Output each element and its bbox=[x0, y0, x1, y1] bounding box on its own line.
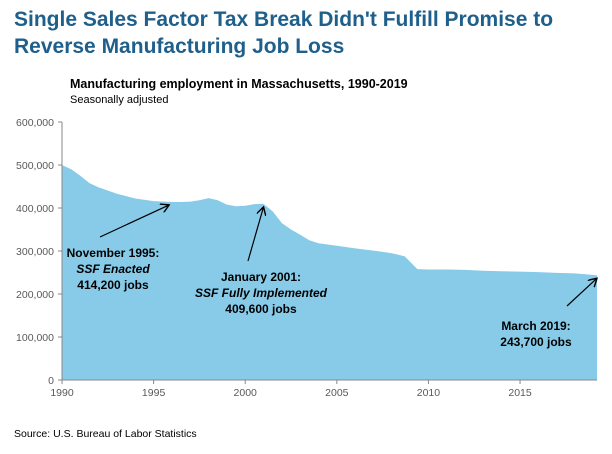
y-tick-label: 500,000 bbox=[16, 160, 54, 172]
annotation-label: 243,700 jobs bbox=[500, 335, 572, 349]
annotation-arrow bbox=[99, 205, 169, 238]
chart-subtitle: Seasonally adjusted bbox=[70, 94, 169, 106]
source-note: Source: U.S. Bureau of Labor Statistics bbox=[14, 428, 197, 440]
x-tick-label: 2010 bbox=[417, 387, 441, 399]
annotation-label: 414,200 jobs bbox=[77, 278, 149, 292]
x-tick-label: 2015 bbox=[508, 387, 532, 399]
annotation-arrow bbox=[566, 278, 597, 307]
annotation-arrow bbox=[247, 207, 264, 262]
annotation-label: SSF Enacted bbox=[76, 262, 150, 276]
y-tick-label: 0 bbox=[48, 375, 54, 387]
annotation-label: November 1995: bbox=[67, 246, 160, 260]
annotation-label: January 2001: bbox=[221, 270, 301, 284]
annotation-label: 409,600 jobs bbox=[225, 302, 297, 316]
y-tick-label: 100,000 bbox=[16, 332, 54, 344]
x-tick-label: 1990 bbox=[50, 387, 74, 399]
x-tick-label: 2005 bbox=[325, 387, 349, 399]
y-tick-label: 600,000 bbox=[16, 117, 54, 129]
y-tick-label: 400,000 bbox=[16, 203, 54, 215]
chart-title: Manufacturing employment in Massachusett… bbox=[70, 77, 408, 91]
y-tick-label: 200,000 bbox=[16, 289, 54, 301]
x-tick-label: 1995 bbox=[142, 387, 166, 399]
annotation-label: March 2019: bbox=[501, 319, 570, 333]
page-title: Single Sales Factor Tax Break Didn't Ful… bbox=[14, 8, 554, 58]
employment-area bbox=[62, 165, 597, 380]
y-tick-label: 300,000 bbox=[16, 246, 54, 258]
annotation-label: SSF Fully Implemented bbox=[195, 286, 328, 300]
x-tick-label: 2000 bbox=[234, 387, 258, 399]
